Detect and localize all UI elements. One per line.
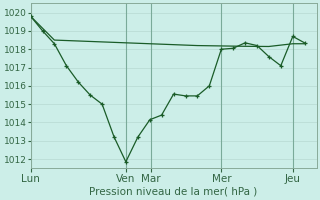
X-axis label: Pression niveau de la mer( hPa ): Pression niveau de la mer( hPa ) bbox=[90, 187, 258, 197]
